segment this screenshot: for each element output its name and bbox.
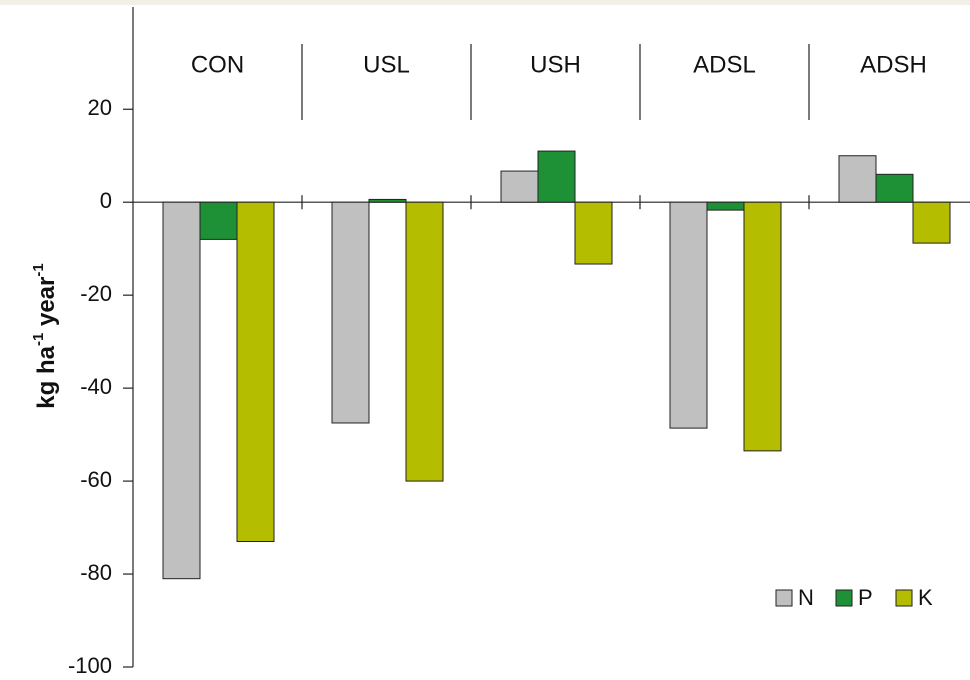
- top-strip: [0, 0, 970, 5]
- legend-label: N: [798, 585, 814, 610]
- bar: [368, 198, 407, 203]
- x-category-label: ADSL: [693, 51, 756, 78]
- bar: [331, 201, 370, 424]
- bar: [500, 170, 539, 203]
- y-tick-label: 0: [100, 188, 112, 213]
- x-category-label: USL: [363, 51, 410, 78]
- bar: [912, 201, 951, 244]
- y-label-sup: -1: [30, 263, 47, 276]
- bar: [236, 201, 275, 543]
- y-tick-label: -100: [68, 653, 112, 678]
- y-axis-label: kg ha-1 year-1: [30, 263, 60, 408]
- legend-swatch: [895, 589, 913, 607]
- bar: [706, 201, 745, 211]
- x-category-label: ADSH: [860, 51, 927, 78]
- y-tick-label: -60: [80, 467, 112, 492]
- y-label-part: kg ha: [33, 345, 60, 408]
- bar: [669, 201, 708, 429]
- y-tick-label: -80: [80, 560, 112, 585]
- legend-label: K: [918, 585, 933, 610]
- y-tick-label: -20: [80, 281, 112, 306]
- bar: [537, 150, 576, 203]
- bar: [875, 173, 914, 203]
- y-label-sup: -1: [30, 333, 47, 346]
- legend-label: P: [858, 585, 873, 610]
- bar: [405, 201, 444, 482]
- legend-swatch: [775, 589, 793, 607]
- bar: [743, 201, 782, 452]
- x-category-label: CON: [191, 51, 244, 78]
- bar: [162, 201, 201, 580]
- y-label-part: year: [33, 277, 60, 333]
- legend-swatch: [835, 589, 853, 607]
- bar: [838, 155, 877, 203]
- bar: [574, 201, 613, 265]
- y-tick-label: 20: [88, 95, 112, 120]
- bar: [199, 201, 238, 240]
- y-tick-label: -40: [80, 374, 112, 399]
- x-category-label: USH: [530, 51, 581, 78]
